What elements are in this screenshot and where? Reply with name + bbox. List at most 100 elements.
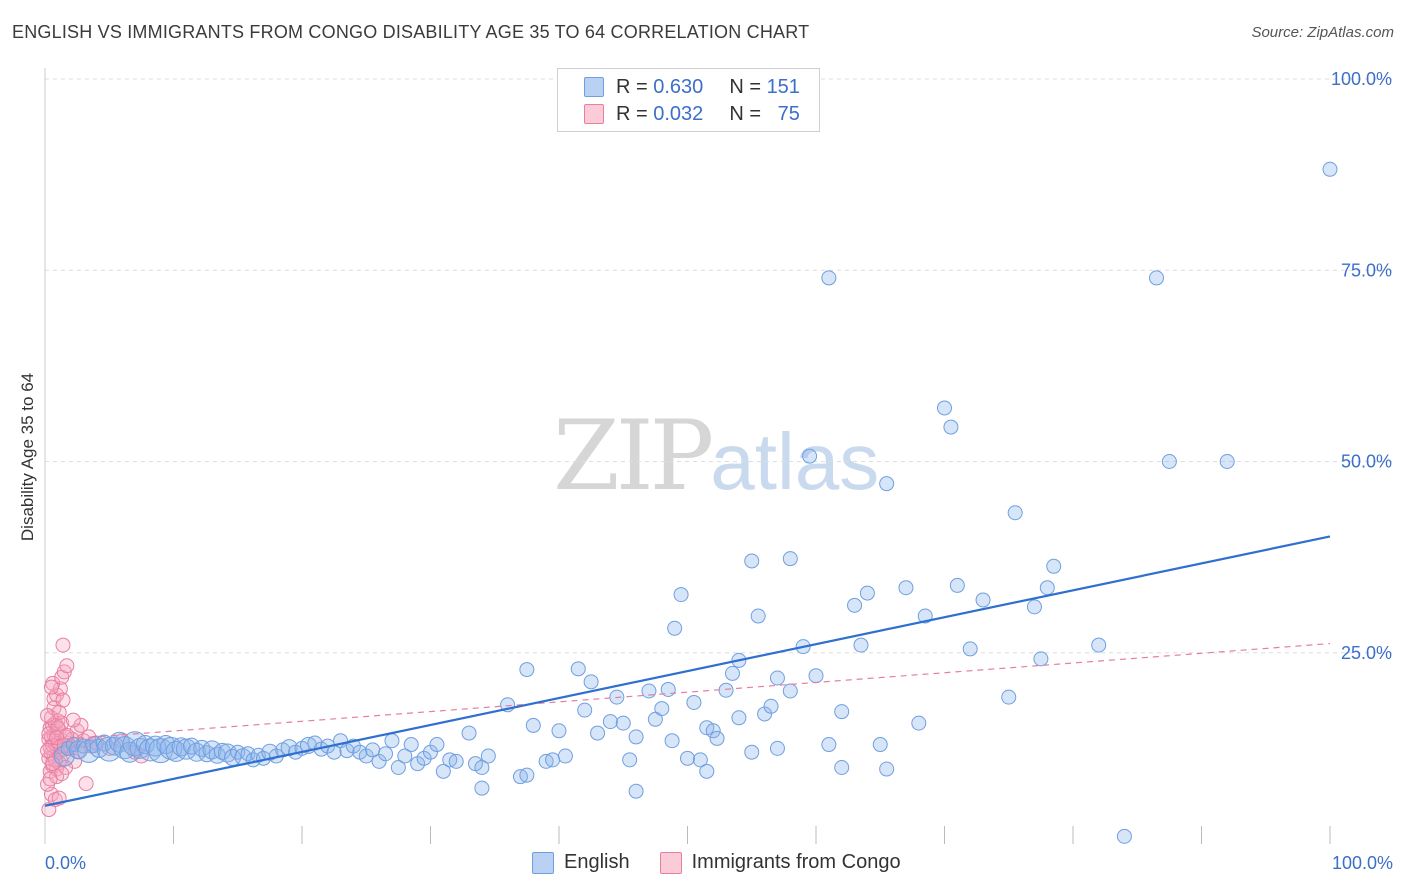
congo-point [59, 658, 75, 674]
source-label: Source: ZipAtlas.com [1251, 24, 1394, 41]
english-point [615, 715, 631, 731]
legend-row-english: R = 0.630 N = 151 [584, 74, 800, 100]
english-point [159, 736, 183, 760]
english-point [358, 748, 374, 764]
english-point [975, 592, 991, 608]
english-point [834, 760, 850, 775]
english-point [1219, 454, 1235, 469]
congo-point [55, 692, 71, 708]
english-trend-line [44, 535, 1331, 807]
english-point [962, 641, 978, 657]
english-point [416, 750, 432, 766]
english-point [699, 763, 715, 779]
english-point [551, 723, 567, 739]
english-point [744, 744, 760, 760]
english-point [769, 740, 785, 756]
axis-labels: 25.0% 50.0% 75.0% 100.0% 0.0% 100.0% Disabilit… [18, 69, 1393, 873]
english-point [872, 737, 888, 753]
legend-n-value: 151 [766, 75, 800, 98]
english-point [622, 752, 638, 768]
english-point [859, 585, 875, 601]
axes [44, 68, 1331, 844]
english-point [193, 739, 211, 757]
english-swatch [584, 77, 604, 97]
congo-swatch [584, 104, 604, 124]
english-point [802, 448, 818, 464]
english-point [911, 715, 927, 731]
congo-point [73, 717, 89, 733]
english-point [384, 733, 400, 749]
english-point [898, 580, 914, 596]
english-point [545, 752, 561, 768]
english-point [1033, 651, 1049, 667]
english-point [686, 694, 702, 710]
legend-r-value: 0.630 [653, 75, 704, 98]
english-point [122, 731, 148, 757]
congo-point [45, 756, 61, 772]
english-point [853, 637, 869, 653]
english-point [557, 748, 573, 764]
english-point [757, 706, 773, 722]
y-axis-label: Disability Age 35 to 64 [18, 373, 37, 541]
english-point [680, 750, 695, 766]
english-point [821, 270, 837, 286]
english-point [709, 730, 725, 746]
y-tick-label: 100.0% [1331, 69, 1392, 89]
english-point [1001, 689, 1017, 705]
english-point [474, 760, 490, 775]
english-point [1007, 505, 1023, 521]
english-point [628, 783, 644, 799]
english-point [943, 419, 959, 435]
english-point [750, 608, 766, 624]
english-point [1046, 558, 1062, 574]
english-point [705, 723, 721, 739]
bottom-legend: English Immigrants from Congo [532, 851, 931, 874]
english-point [879, 476, 895, 492]
english-point [519, 767, 535, 783]
english-point [403, 737, 419, 753]
english-point [577, 702, 593, 718]
congo-point [42, 771, 58, 787]
english-point [570, 661, 586, 677]
english-points [53, 161, 1338, 844]
english-point [718, 682, 734, 698]
english-point [628, 729, 644, 745]
english-point [808, 668, 824, 684]
english-point [724, 665, 740, 681]
legend-n-label: N = [729, 102, 761, 125]
english-point [667, 620, 683, 636]
english-point [834, 704, 850, 720]
stats-legend: R = 0.630 N = 151 R = 0.032 N = 75 [557, 68, 820, 132]
english-point [583, 674, 599, 690]
english-point [448, 753, 464, 769]
english-point [949, 577, 965, 593]
english-point [1161, 454, 1177, 469]
english-point [519, 662, 535, 678]
english-legend-swatch [532, 851, 554, 874]
congo-point [49, 730, 65, 746]
trend-lines [44, 535, 1331, 807]
english-point [692, 752, 708, 768]
y-tick-label: 50.0% [1341, 452, 1392, 472]
english-point [602, 714, 618, 730]
legend-r-label: R = [616, 102, 648, 125]
english-point [60, 740, 76, 756]
congo-trend-line [44, 642, 1331, 742]
english-point [664, 733, 680, 749]
english-point [525, 717, 541, 733]
legend-item-congo[interactable]: Immigrants from Congo [659, 851, 901, 874]
y-tick-label: 75.0% [1341, 260, 1392, 280]
legend-r-value: 0.032 [653, 102, 704, 125]
english-point [821, 737, 837, 753]
english-point [435, 763, 451, 779]
english-point [1116, 828, 1132, 844]
legend-item-english[interactable]: English [532, 851, 630, 874]
congo-point [65, 712, 81, 728]
english-point [763, 698, 779, 714]
english-point [1091, 637, 1107, 653]
legend-r-label: R = [616, 75, 648, 98]
english-point [1039, 580, 1055, 596]
congo-point [55, 637, 71, 653]
congo-legend-swatch [659, 851, 682, 874]
english-point [937, 400, 952, 416]
